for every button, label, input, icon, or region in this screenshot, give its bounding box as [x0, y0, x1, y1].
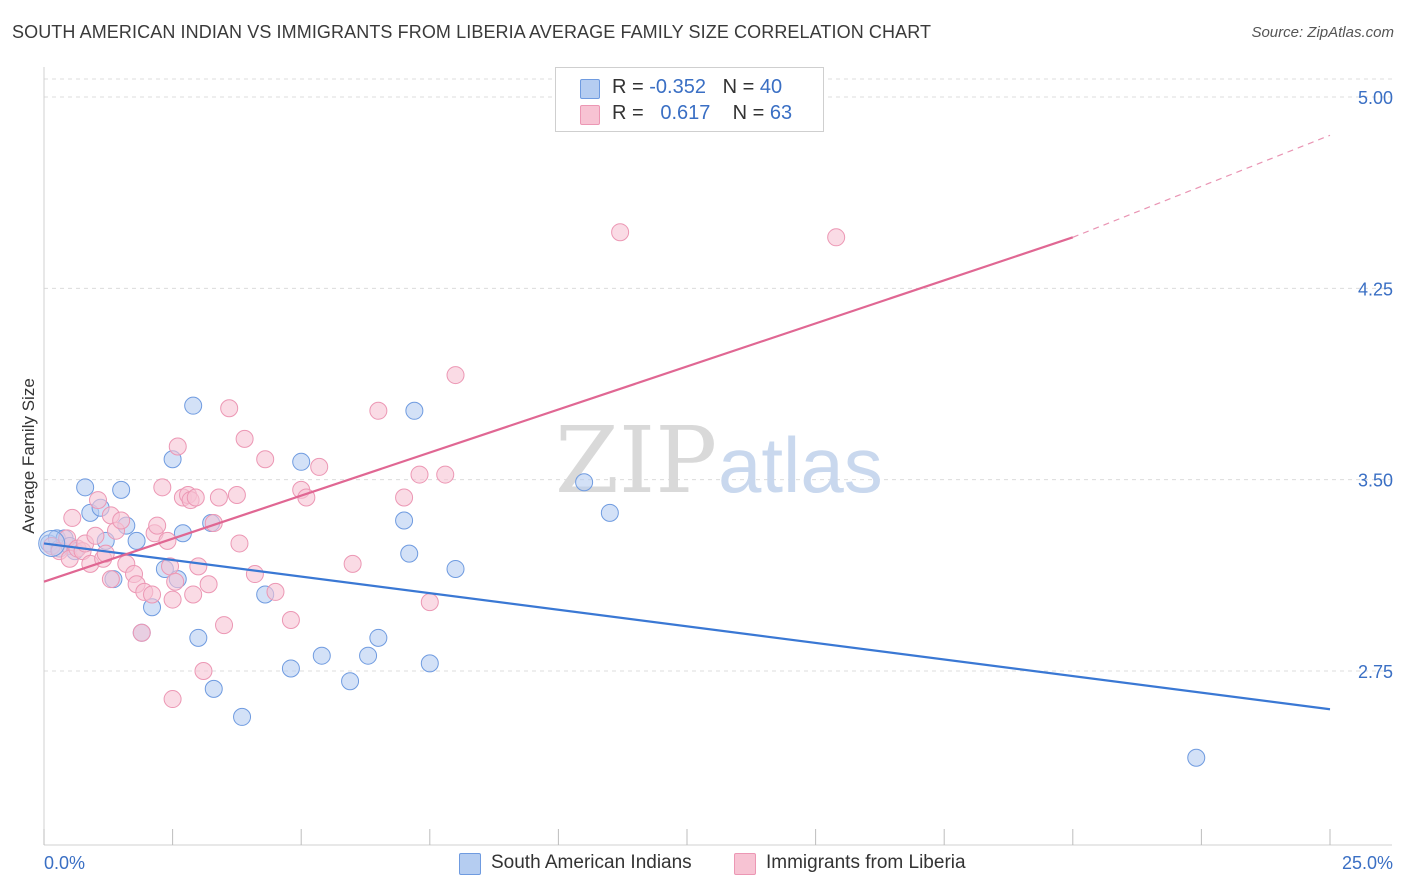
pink-data-point [420, 593, 439, 612]
bottom-legend-swatch-blue [459, 853, 481, 875]
pink-data-point [63, 508, 82, 527]
bottom-legend-label-blue: South American Indians [491, 852, 692, 873]
watermark-zip: ZIP [555, 407, 717, 514]
blue-trend-line [43, 542, 1331, 711]
legend-pink-r-value: 0.617 [660, 102, 711, 124]
legend-blue-n-label: N = [722, 76, 760, 98]
y-tick-label: 2.75 [1358, 662, 1393, 682]
pink-data-point [101, 570, 120, 589]
bottom-legend-swatch-pink [734, 853, 756, 875]
legend-swatch-blue [580, 79, 600, 99]
x-tick-label-max: 25.0% [1342, 853, 1393, 873]
legend-pink-n-value: 63 [769, 102, 793, 124]
y-axis-title: Average Family Size [19, 378, 38, 534]
pink-data-point [310, 457, 329, 476]
pink-data-point [86, 526, 105, 545]
blue-data-point [341, 672, 360, 691]
pink-data-point [266, 582, 285, 601]
blue-data-point [369, 628, 388, 647]
pink-data-point [209, 488, 228, 507]
source-label: Source: ZipAtlas.com [1251, 24, 1394, 41]
pink-data-point [163, 590, 182, 609]
pink-data-point [186, 488, 205, 507]
correlation-legend: R = -0.352 N = 40 R = 0.617 N = 63 [555, 67, 824, 132]
blue-data-point [204, 679, 223, 698]
watermark-atlas: atlas [718, 421, 883, 509]
blue-data-point [1187, 748, 1206, 767]
x-tick-label-min: 0.0% [44, 853, 85, 873]
blue-data-point [405, 401, 424, 420]
pink-data-point [148, 516, 167, 535]
legend-blue-r-value: -0.352 [649, 76, 706, 98]
pink-data-point [369, 401, 388, 420]
legend-pink-n-label: N = [732, 102, 770, 124]
pink-data-point [281, 610, 300, 629]
legend-blue-r-label: R = [612, 76, 650, 98]
y-tick-label: 3.50 [1358, 471, 1393, 491]
blue-data-point [112, 480, 131, 499]
pink-data-point [245, 565, 264, 584]
pink-data-point [395, 488, 414, 507]
pink-data-point [89, 491, 108, 510]
legend-swatch-pink [580, 105, 600, 125]
pink-data-point [220, 399, 239, 418]
blue-data-point [446, 559, 465, 578]
pink-data-point [827, 228, 846, 247]
blue-data-point [400, 544, 419, 563]
pink-data-point [194, 662, 213, 680]
pink-data-point [436, 465, 455, 484]
legend-pink-r-label: R = [612, 102, 650, 124]
blue-data-point [575, 473, 594, 492]
pink-data-point [215, 616, 234, 635]
blue-data-point [184, 396, 203, 415]
pink-data-point [446, 366, 465, 385]
blue-data-point [189, 628, 208, 647]
pink-data-point [184, 585, 203, 604]
pink-trend-line [43, 236, 1074, 583]
pink-data-point [235, 429, 254, 448]
pink-data-point [256, 450, 275, 469]
pink-data-point [166, 572, 185, 591]
blue-data-point [292, 452, 311, 471]
blue-data-point [420, 654, 439, 673]
blue-data-point [395, 511, 414, 530]
pink-data-point [227, 485, 246, 504]
chart-title: SOUTH AMERICAN INDIAN VS IMMIGRANTS FROM… [12, 22, 932, 42]
pink-data-point [168, 437, 187, 456]
y-tick-label: 5.00 [1358, 88, 1393, 108]
pink-data-point [153, 478, 172, 497]
blue-data-point [127, 531, 146, 550]
pink-data-point [343, 554, 362, 573]
pink-data-point [132, 623, 151, 642]
y-tick-label: 4.25 [1358, 279, 1393, 299]
blue-data-point [600, 503, 619, 522]
pink-data-point [163, 690, 182, 709]
legend-blue-n-value: 40 [759, 76, 783, 98]
pink-data-point [112, 511, 131, 530]
blue-data-point [76, 478, 95, 497]
pink-data-point [611, 223, 630, 242]
pink-data-point [199, 575, 218, 594]
pink-data-point [410, 465, 429, 484]
bottom-legend-label-pink: Immigrants from Liberia [766, 852, 966, 873]
blue-data-point [233, 707, 252, 726]
blue-data-point [312, 646, 331, 665]
pink-data-point [189, 557, 208, 576]
pink-data-point [230, 534, 249, 553]
blue-data-point [281, 659, 300, 678]
pink-data-point [143, 585, 162, 604]
pink-trend-extension [1072, 134, 1331, 238]
blue-data-point [359, 646, 378, 665]
